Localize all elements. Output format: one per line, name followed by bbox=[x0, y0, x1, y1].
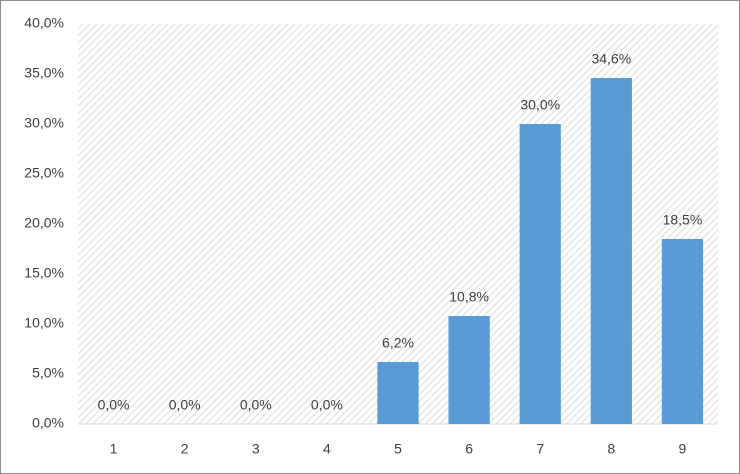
value-label: 30,0% bbox=[520, 97, 560, 113]
bar bbox=[661, 239, 704, 424]
value-label: 10,8% bbox=[449, 289, 489, 305]
y-tick-label: 5,0% bbox=[32, 365, 64, 381]
value-label: 0,0% bbox=[240, 397, 272, 413]
x-tick-label: 9 bbox=[679, 441, 687, 457]
bar bbox=[519, 124, 561, 424]
y-tick-label: 30,0% bbox=[24, 115, 64, 131]
x-tick-label: 4 bbox=[323, 441, 331, 457]
value-label: 0,0% bbox=[311, 397, 343, 413]
y-tick-label: 25,0% bbox=[24, 165, 64, 181]
value-label: 0,0% bbox=[169, 397, 201, 413]
bar bbox=[448, 316, 490, 424]
y-tick-label: 15,0% bbox=[24, 265, 64, 281]
x-tick-label: 8 bbox=[607, 441, 615, 457]
value-label: 6,2% bbox=[382, 335, 414, 351]
x-tick-label: 5 bbox=[394, 441, 402, 457]
y-tick-label: 0,0% bbox=[32, 415, 64, 431]
x-tick-label: 1 bbox=[110, 441, 118, 457]
x-tick-label: 3 bbox=[252, 441, 260, 457]
y-tick-label: 35,0% bbox=[24, 65, 64, 81]
value-label: 0,0% bbox=[98, 397, 130, 413]
x-tick-label: 6 bbox=[465, 441, 473, 457]
value-label: 18,5% bbox=[663, 212, 703, 228]
y-tick-label: 20,0% bbox=[24, 215, 64, 231]
y-tick-label: 10,0% bbox=[24, 315, 64, 331]
bar bbox=[377, 362, 419, 424]
x-tick-label: 7 bbox=[536, 441, 544, 457]
x-tick-label: 2 bbox=[181, 441, 189, 457]
value-label: 34,6% bbox=[591, 51, 631, 67]
bar bbox=[590, 78, 632, 424]
y-tick-label: 40,0% bbox=[24, 15, 64, 31]
